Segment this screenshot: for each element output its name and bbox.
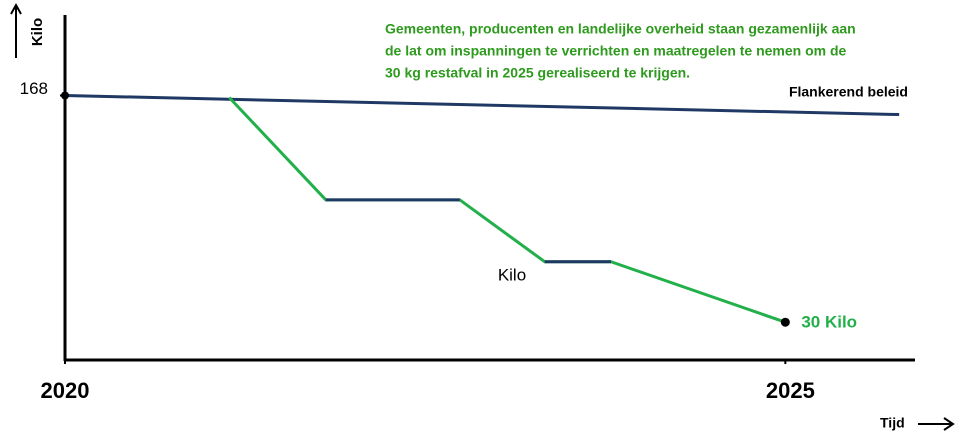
annotation-line: de lat om inspanningen te verrichten en … <box>385 43 847 59</box>
line <box>228 96 786 324</box>
plot <box>61 91 900 327</box>
line <box>64 94 900 117</box>
y-axis-label-group: Kilo <box>10 2 46 58</box>
x-axis-label: Tijd <box>880 415 905 431</box>
x-arrow-head <box>943 417 955 431</box>
series-label: Flankerend beleid <box>789 83 908 99</box>
annotation: Gemeenten, producenten en landelijke ove… <box>385 21 856 81</box>
series-label: Kilo <box>498 265 526 284</box>
end-dot <box>780 317 790 327</box>
y-arrow-head <box>10 2 22 15</box>
x-tick-label: 2020 <box>41 378 90 403</box>
y-axis-label: Kilo <box>29 18 46 46</box>
x-tick-label: 2025 <box>766 378 815 403</box>
annotation-line: 30 kg restafval in 2025 gerealiseerd te … <box>385 65 690 81</box>
value-label: 30 Kilo <box>801 313 857 332</box>
y-tick-label: 168 <box>20 79 48 98</box>
annotation-line: Gemeenten, producenten en landelijke ove… <box>385 21 856 37</box>
